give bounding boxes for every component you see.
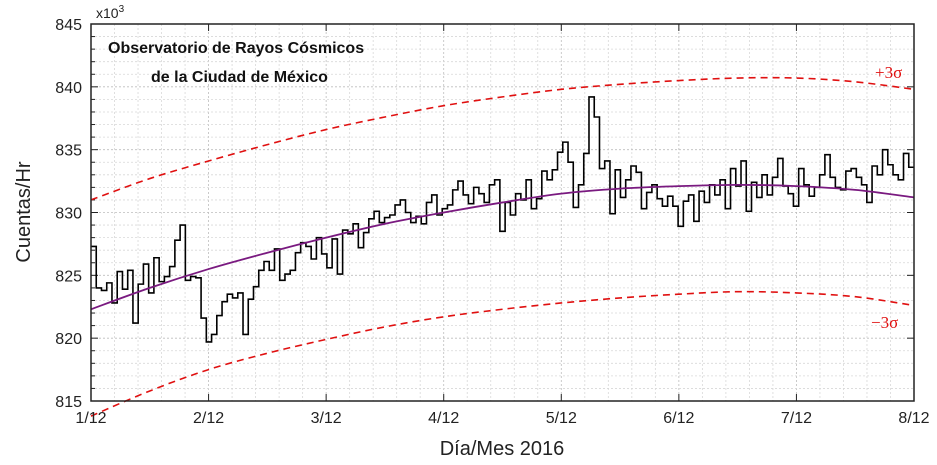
series	[90, 76, 915, 417]
y-axis-title: Cuentas/Hr	[13, 161, 35, 262]
x-tick-label: 8/12	[898, 410, 929, 427]
y-multiplier-base: x10	[96, 5, 119, 21]
tick-labels: 1/12 2/12 3/12 4/12 5/12 6/12 7/12 8/12 815 820 82…	[55, 17, 929, 427]
chart-title-line-1: Observatorio de Rayos Cósmicos	[108, 40, 364, 57]
y-multiplier-exponent: 3	[119, 4, 125, 15]
x-tick-label: 6/12	[663, 410, 694, 427]
lower-3sigma-series	[90, 290, 915, 417]
sigma-upper-label: +3σ	[875, 63, 902, 82]
y-tick-label: 840	[55, 80, 82, 97]
y-tick-label: 820	[55, 331, 82, 348]
chart-title-line-2: de la Ciudad de México	[151, 69, 328, 86]
grid	[90, 23, 915, 402]
observed-counts-series	[91, 96, 914, 343]
x-tick-label: 2/12	[193, 410, 224, 427]
upper-3sigma-series	[90, 76, 915, 201]
plot-frame	[90, 23, 915, 402]
x-tick-label: 1/12	[75, 410, 106, 427]
y-tick-label: 815	[55, 394, 82, 411]
y-multiplier: x103	[96, 4, 125, 21]
x-tick-label: 4/12	[428, 410, 459, 427]
y-tick-label: 825	[55, 268, 82, 285]
trend-fit-series	[90, 183, 915, 311]
y-tick-label: 830	[55, 206, 82, 223]
x-axis-title: Día/Mes 2016	[440, 438, 565, 460]
x-tick-label: 3/12	[311, 410, 342, 427]
x-tick-label: 5/12	[546, 410, 577, 427]
x-tick-label: 7/12	[781, 410, 812, 427]
y-tick-label: 835	[55, 143, 82, 160]
sigma-lower-label: −3σ	[871, 313, 898, 332]
y-tick-label: 845	[55, 17, 82, 34]
